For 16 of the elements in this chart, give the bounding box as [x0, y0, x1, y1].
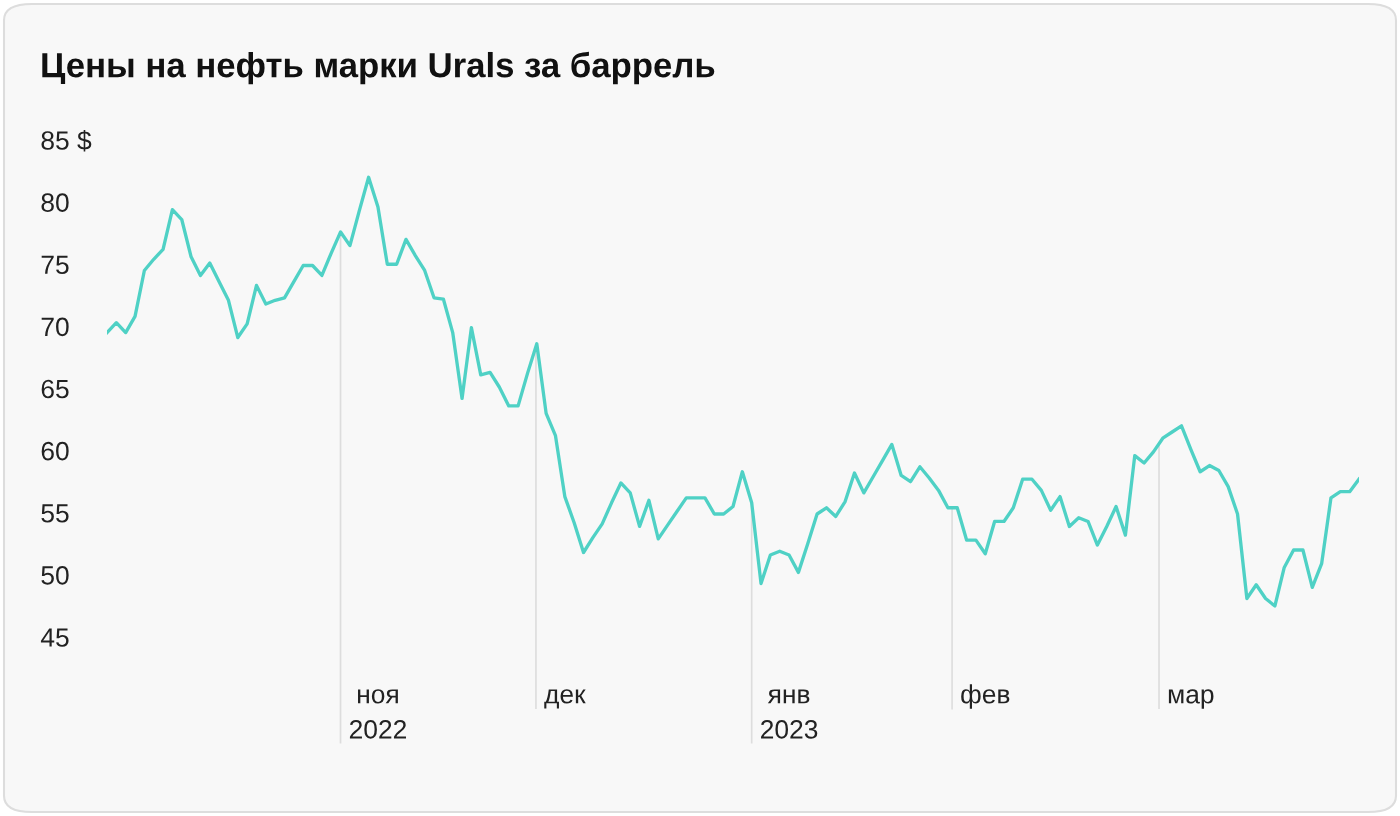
x-tick-label: фев: [961, 684, 1010, 709]
y-tick-label: 85 $: [41, 130, 92, 152]
x-tick-label: дек: [544, 689, 586, 709]
y-tick-label: 75: [41, 255, 69, 275]
x-tick-label: ноя 2022: [349, 689, 406, 739]
y-tick-label: 80: [41, 193, 69, 212]
y-tick-label: 60: [41, 441, 69, 461]
y-tick-label: 70: [41, 317, 69, 337]
chart-title: Цены на нефть марки Urals за баррель: [42, 51, 715, 85]
line-series: [107, 175, 1359, 608]
x-tick-label: мар: [1168, 689, 1214, 709]
y-tick-label: 65: [41, 379, 69, 399]
y-tick-label: 50: [41, 566, 69, 585]
x-tick-label: янв 2023: [761, 689, 818, 739]
y-tick-label: 55: [41, 504, 69, 523]
y-tick-label: 45: [40, 628, 69, 647]
